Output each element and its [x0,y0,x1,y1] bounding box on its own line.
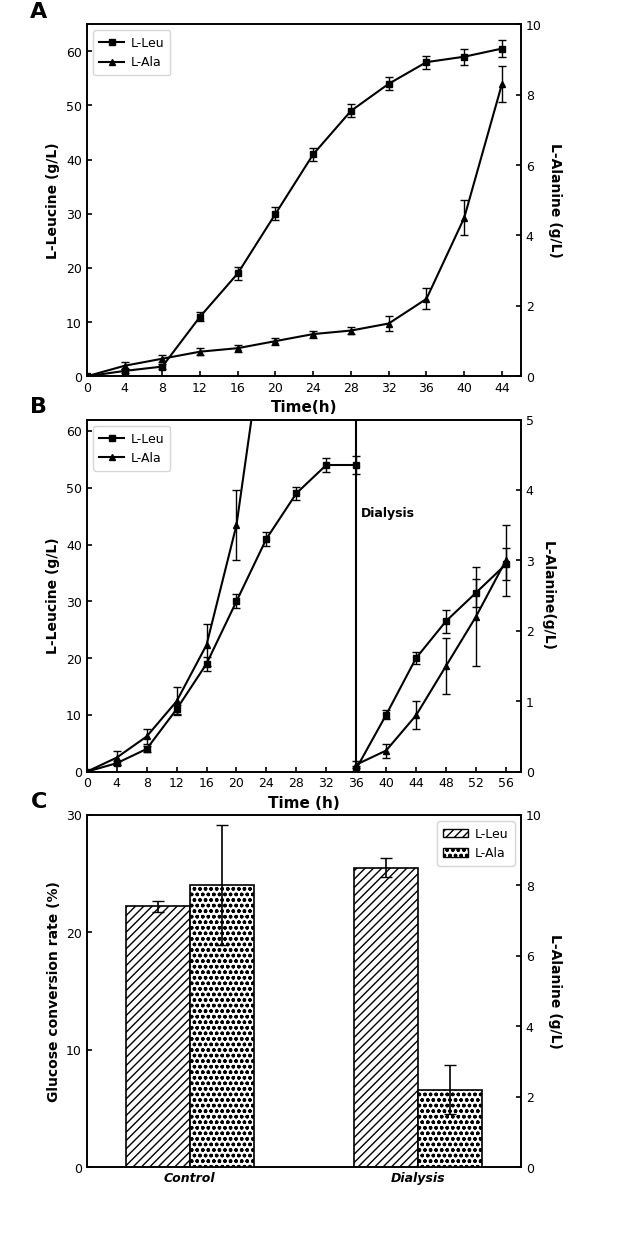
X-axis label: Time(h): Time(h) [270,400,337,415]
Y-axis label: L-Leucine (g/L): L-Leucine (g/L) [46,537,60,655]
Text: B: B [30,396,47,417]
Y-axis label: L-Alanine(g/L): L-Alanine(g/L) [541,541,554,651]
X-axis label: Time (h): Time (h) [268,795,340,810]
Legend: L-Leu, L-Ala: L-Leu, L-Ala [437,821,515,866]
Bar [418,1089,482,1167]
Legend: L-Leu, L-Ala: L-Leu, L-Ala [93,426,170,471]
Text: Dialysis: Dialysis [361,506,415,520]
Bar [354,868,418,1167]
Text: C: C [30,792,46,813]
Y-axis label: Glucose conversion rate (%): Glucose conversion rate (%) [46,881,61,1102]
Legend: L-Leu, L-Ala: L-Leu, L-Ala [93,31,170,75]
Y-axis label: L-Alanine (g/L): L-Alanine (g/L) [548,934,562,1049]
Y-axis label: L-Leucine (g/L): L-Leucine (g/L) [46,142,60,259]
Bar [126,906,190,1167]
Bar [190,885,254,1167]
Y-axis label: L-Alanine (g/L): L-Alanine (g/L) [548,143,562,258]
Text: A: A [30,1,48,22]
